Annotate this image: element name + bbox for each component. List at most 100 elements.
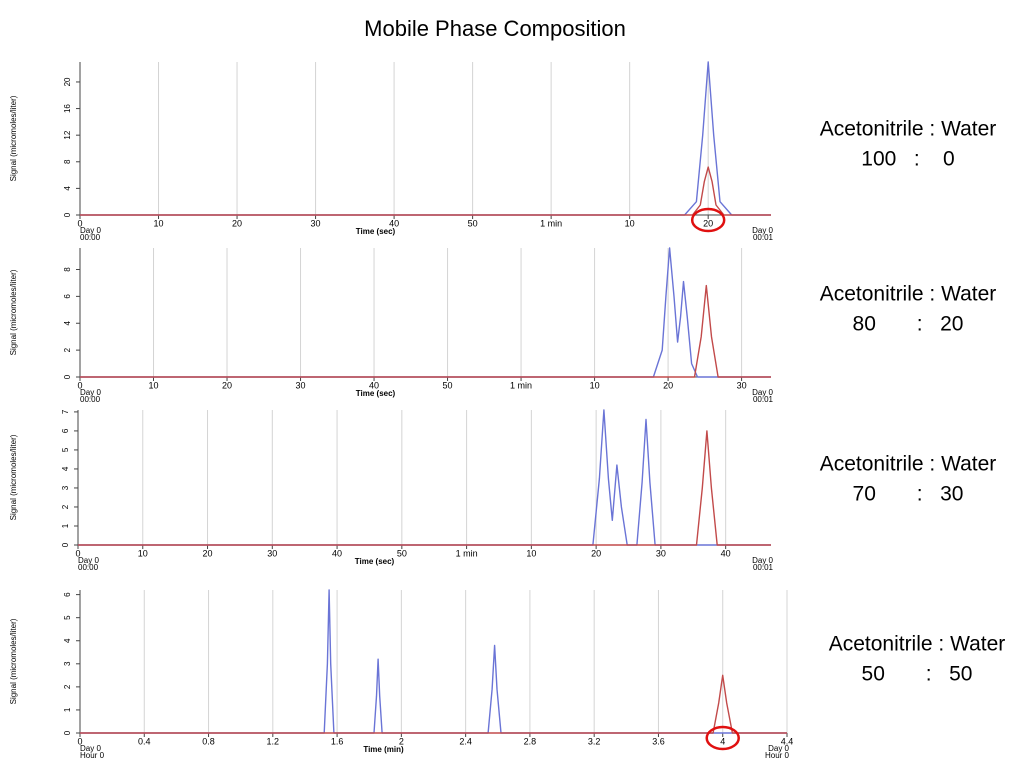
- x-tick-label: 0: [77, 736, 82, 746]
- start-label: Day 0: [80, 744, 101, 753]
- end-label: Day 0: [752, 556, 773, 565]
- end-label: Day 0: [768, 744, 789, 753]
- start-label: 00:00: [80, 233, 101, 242]
- x-tick-label: 10: [138, 548, 148, 558]
- y-axis-label: Signal (micromoles/liter): [9, 95, 18, 181]
- y-tick-label: 6: [63, 294, 72, 299]
- x-tick-label: 40: [332, 548, 342, 558]
- signal-line: [80, 284, 771, 378]
- slide-title: Mobile Phase Composition: [364, 16, 626, 41]
- y-tick-label: 4: [63, 320, 72, 325]
- y-tick-label: 5: [61, 447, 70, 452]
- x-axis-label: Time (sec): [356, 389, 396, 398]
- x-tick-label: 2: [399, 736, 404, 746]
- x-tick-label: 2.8: [524, 736, 537, 746]
- y-tick-label: 6: [63, 592, 72, 597]
- x-tick-label: 20: [222, 380, 232, 390]
- x-tick-label: 4: [720, 736, 725, 746]
- signal-line: [78, 409, 771, 546]
- x-axis-label: Time (sec): [355, 557, 395, 566]
- x-tick-label: 0: [77, 218, 82, 228]
- x-tick-label: 40: [721, 548, 731, 558]
- end-label: Day 0: [752, 388, 773, 397]
- y-axis-label: Signal (micromoles/liter): [9, 434, 18, 520]
- y-tick-label: 20: [63, 77, 72, 86]
- start-label: Hour 0: [80, 751, 105, 760]
- x-tick-label: 10: [154, 218, 164, 228]
- end-label: Day 0: [752, 226, 773, 235]
- x-tick-label: 2.4: [459, 736, 472, 746]
- x-tick-label: 4.4: [781, 736, 794, 746]
- x-tick-label: 20: [591, 548, 601, 558]
- start-label: Day 0: [78, 556, 99, 565]
- start-label: Day 0: [80, 226, 101, 235]
- end-label: Hour 0: [765, 751, 790, 760]
- y-tick-label: 0: [63, 212, 72, 217]
- x-tick-label: 1.6: [331, 736, 344, 746]
- y-tick-label: 7: [61, 409, 70, 414]
- x-tick-label: 20: [703, 218, 713, 228]
- y-tick-label: 2: [61, 504, 70, 509]
- y-axis-label: Signal (micromoles/liter): [9, 269, 18, 355]
- x-tick-label: 30: [737, 380, 747, 390]
- signal-line: [80, 166, 771, 216]
- y-tick-label: 1: [63, 707, 72, 712]
- start-label: 00:00: [78, 563, 99, 572]
- x-tick-label: 40: [369, 380, 379, 390]
- x-tick-label: 40: [389, 218, 399, 228]
- x-tick-label: 20: [663, 380, 673, 390]
- x-tick-label: 3.6: [652, 736, 665, 746]
- x-tick-label: 1 min: [540, 218, 562, 228]
- composition-ratio: 70 : 30: [853, 483, 964, 506]
- highlight-circle: [690, 207, 726, 233]
- y-tick-label: 2: [63, 347, 72, 352]
- composition-label: Acetonitrile : Water: [820, 283, 997, 306]
- x-tick-label: 10: [526, 548, 536, 558]
- composition-label: Acetonitrile : Water: [829, 633, 1006, 656]
- end-label: 00:01: [753, 563, 774, 572]
- composition-ratio: 80 : 20: [853, 313, 964, 336]
- y-tick-label: 1: [61, 523, 70, 528]
- x-tick-label: 0: [75, 548, 80, 558]
- end-label: 00:01: [753, 395, 774, 404]
- signal-line: [78, 430, 771, 546]
- y-tick-label: 2: [63, 684, 72, 689]
- x-tick-label: 1.2: [267, 736, 280, 746]
- y-tick-label: 4: [63, 186, 72, 191]
- signal-line: [80, 61, 771, 216]
- y-tick-label: 4: [61, 466, 70, 471]
- signal-line: [80, 247, 771, 378]
- x-tick-label: 1 min: [456, 548, 478, 558]
- y-tick-label: 16: [63, 104, 72, 113]
- highlight-circle: [705, 725, 740, 751]
- y-tick-label: 12: [63, 130, 72, 139]
- signal-line: [80, 674, 787, 734]
- y-tick-label: 5: [63, 615, 72, 620]
- x-tick-label: 10: [590, 380, 600, 390]
- signal-line: [80, 589, 787, 734]
- start-label: 00:00: [80, 395, 101, 404]
- x-tick-label: 10: [149, 380, 159, 390]
- x-tick-label: 30: [296, 380, 306, 390]
- x-axis-label: Time (sec): [356, 227, 396, 236]
- x-tick-label: 50: [443, 380, 453, 390]
- y-tick-label: 6: [61, 428, 70, 433]
- y-tick-label: 0: [63, 730, 72, 735]
- x-tick-label: 0.4: [138, 736, 151, 746]
- x-tick-label: 50: [468, 218, 478, 228]
- x-tick-label: 30: [267, 548, 277, 558]
- start-label: Day 0: [80, 388, 101, 397]
- composition-ratio: 50 : 50: [862, 663, 973, 686]
- composition-ratio: 100 : 0: [861, 148, 954, 171]
- end-label: 00:01: [753, 233, 774, 242]
- composition-label: Acetonitrile : Water: [820, 453, 997, 476]
- x-tick-label: 20: [232, 218, 242, 228]
- x-axis-label: Time (min): [363, 745, 404, 754]
- x-tick-label: 50: [397, 548, 407, 558]
- x-tick-label: 3.2: [588, 736, 601, 746]
- y-tick-label: 8: [63, 159, 72, 164]
- x-tick-label: 0.8: [202, 736, 215, 746]
- y-tick-label: 0: [63, 374, 72, 379]
- y-tick-label: 8: [63, 267, 72, 272]
